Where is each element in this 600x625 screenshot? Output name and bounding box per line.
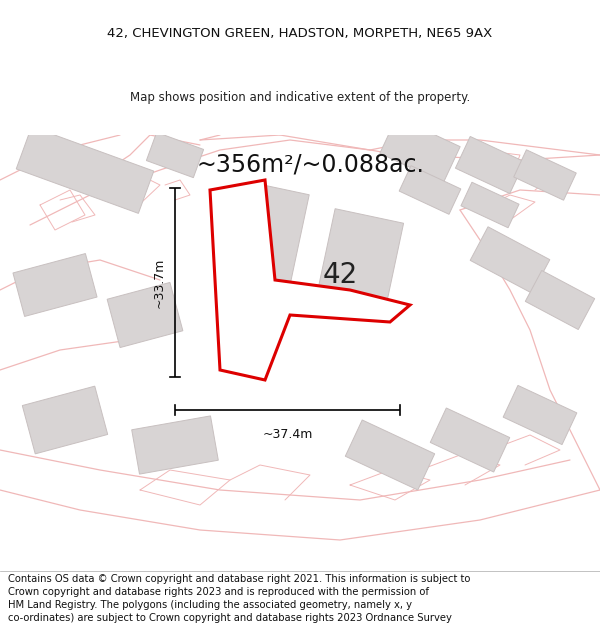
Polygon shape — [430, 408, 510, 472]
Polygon shape — [316, 209, 404, 311]
Polygon shape — [107, 282, 183, 348]
Polygon shape — [455, 136, 524, 194]
Polygon shape — [503, 386, 577, 444]
Text: 42, CHEVINGTON GREEN, HADSTON, MORPETH, NE65 9AX: 42, CHEVINGTON GREEN, HADSTON, MORPETH, … — [107, 28, 493, 40]
Polygon shape — [16, 127, 154, 213]
Polygon shape — [13, 254, 97, 316]
Text: 42: 42 — [322, 261, 358, 289]
Polygon shape — [461, 182, 519, 228]
Polygon shape — [525, 271, 595, 329]
Text: Map shows position and indicative extent of the property.: Map shows position and indicative extent… — [130, 91, 470, 104]
Polygon shape — [231, 182, 309, 288]
Polygon shape — [22, 386, 107, 454]
Text: ~33.7m: ~33.7m — [152, 258, 166, 308]
Polygon shape — [210, 180, 410, 380]
Polygon shape — [380, 117, 460, 183]
Polygon shape — [146, 132, 203, 178]
Polygon shape — [345, 420, 435, 490]
Polygon shape — [132, 416, 218, 474]
Polygon shape — [399, 166, 461, 214]
Polygon shape — [514, 150, 576, 200]
Text: ~356m²/~0.088ac.: ~356m²/~0.088ac. — [196, 153, 424, 177]
Text: Contains OS data © Crown copyright and database right 2021. This information is : Contains OS data © Crown copyright and d… — [8, 574, 470, 625]
Text: ~37.4m: ~37.4m — [262, 428, 313, 441]
Polygon shape — [470, 227, 550, 293]
